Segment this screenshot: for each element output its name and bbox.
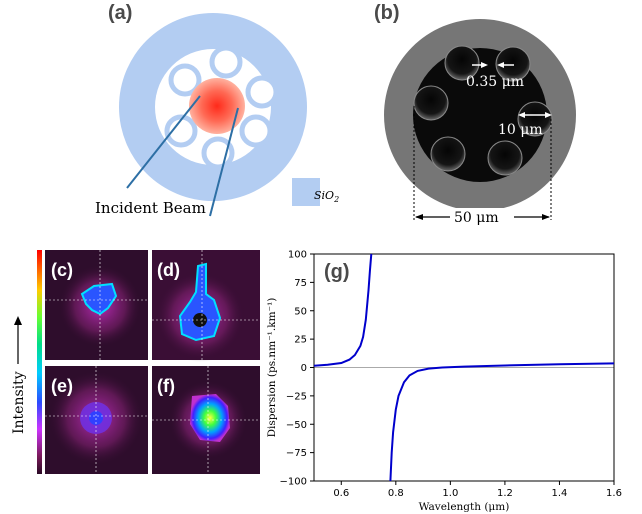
tile-f-letter: (f): [157, 376, 175, 396]
capillary-hole: [444, 45, 480, 81]
capillary-hole: [487, 140, 523, 176]
chart-series: [313, 253, 615, 482]
capillary-tubes: [164, 45, 279, 170]
tile-c-mode: [80, 282, 118, 316]
tile-c-letter: (c): [51, 260, 73, 280]
core-dim-arrowhead-left: [415, 214, 423, 220]
intensity-label: Intensity: [11, 371, 27, 434]
tile-d-letter: (d): [157, 260, 180, 280]
x-tick-label: 1.6: [606, 488, 622, 499]
chart-ticks: 0.6 0.8 1.0 1.2 1.4 1.6 100 75 50 25 0 −25 −50 −75 −10…: [280, 250, 622, 500]
y-tick-label: 0: [301, 363, 307, 374]
core-diameter-label: 50 μm: [454, 210, 499, 226]
core-dim-label-bg: [450, 208, 514, 226]
y-tick-label: −25: [286, 391, 307, 402]
x-tick-label: 1.0: [442, 488, 458, 499]
capillary-hole: [495, 46, 531, 82]
chart-panel-letter: (g): [324, 261, 350, 283]
capillary-tube: [168, 63, 202, 97]
incident-line-left: [126, 95, 201, 189]
x-tick-label: 1.2: [497, 488, 513, 499]
y-tick-label: 50: [294, 306, 307, 317]
panel-a-letter: (a): [108, 2, 132, 24]
dispersion-curve: [389, 362, 615, 482]
gap-arrowhead-left: [481, 62, 488, 68]
x-tick-label: 1.4: [552, 488, 568, 499]
intensity-arrowhead: [14, 316, 22, 325]
panel-b-micrograph: (b) 0.35 μm 10 μm 50 μm: [374, 2, 576, 226]
gap-arrowhead-right: [497, 62, 504, 68]
intensity-colorbar: [37, 250, 42, 474]
incident-line-right: [209, 107, 239, 217]
dispersion-chart: 0.6 0.8 1.0 1.2 1.4 1.6 100 75 50 25 0 −25 −50 −75 −10…: [266, 250, 622, 513]
sio2-legend-swatch: [292, 178, 320, 206]
capillary-holes: [413, 45, 553, 176]
core-dim-arrowhead-right: [542, 214, 550, 220]
panel-b-letter: (b): [374, 2, 400, 24]
tube-arrowhead-right: [545, 112, 552, 118]
capillary-tube: [209, 45, 243, 79]
x-tick-label: 0.8: [388, 488, 404, 499]
capillary-tube: [201, 136, 235, 170]
y-tick-label: −100: [280, 477, 307, 488]
capillary-tube: [164, 114, 198, 148]
y-tick-label: −50: [286, 420, 307, 431]
chart-x-axis-label: Wavelength (μm): [419, 501, 510, 512]
y-tick-label: −75: [286, 448, 307, 459]
tile-c: (c): [45, 250, 148, 360]
panel-cf-intensity: Intensity (c) (d) (e) (f): [11, 250, 260, 474]
y-tick-label: 25: [294, 335, 307, 346]
capillary-hole: [413, 85, 449, 121]
capillary-hole: [430, 136, 466, 172]
tile-e: (e): [45, 366, 148, 474]
sio2-legend-label: SiO2: [314, 189, 340, 205]
tile-e-letter: (e): [51, 376, 73, 396]
tile-d-mode: [178, 262, 222, 342]
panel-a-diagram: (a) Incident Beam: [95, 2, 320, 217]
capillary-hole: [517, 101, 553, 137]
capillary-tube: [245, 75, 279, 109]
x-tick-label: 0.6: [333, 488, 349, 499]
tile-f: (f): [152, 366, 260, 474]
tile-f-mode: [190, 394, 230, 442]
beam-core: [189, 78, 245, 134]
tube-diameter-label: 10 μm: [498, 122, 543, 138]
capillary-tube: [239, 114, 273, 148]
dispersion-curve: [313, 253, 373, 367]
gap-label: 0.35 μm: [466, 74, 524, 90]
chart-y-axis-label: Dispersion (ps.nm⁻¹.km⁻¹): [266, 298, 278, 438]
tube-arrowhead-left: [518, 112, 525, 118]
y-tick-label: 75: [294, 278, 307, 289]
incident-beam-label: Incident Beam: [95, 199, 206, 217]
y-tick-label: 100: [288, 250, 307, 261]
tile-d: (d): [152, 250, 260, 362]
